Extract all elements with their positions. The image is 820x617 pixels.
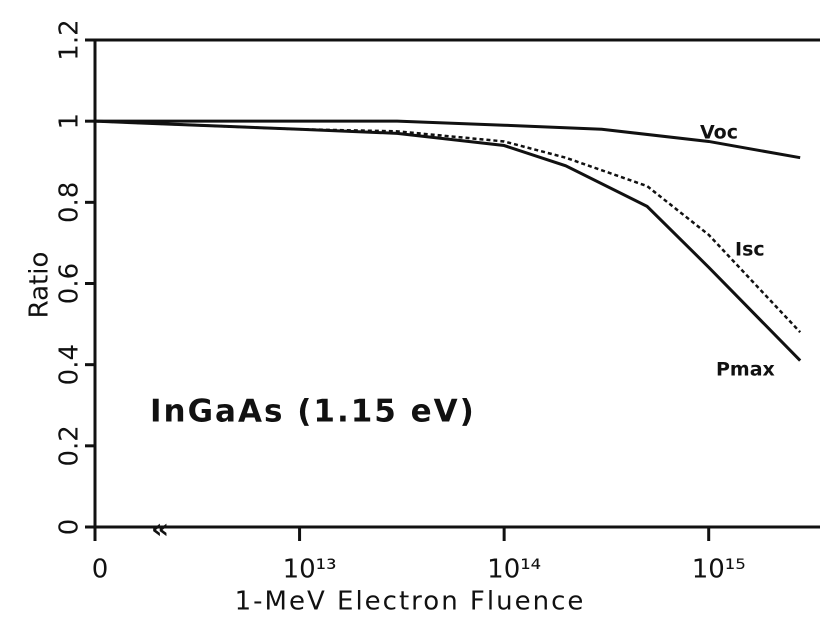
x-tick-label: 10¹⁵ bbox=[692, 555, 746, 585]
y-axis-label: Ratio bbox=[25, 252, 55, 319]
series-line bbox=[94, 119, 802, 334]
x-axis-label: 1-MeV Electron Fluence bbox=[235, 587, 586, 617]
x-tick-label: 10¹⁴ bbox=[487, 555, 541, 585]
series-line bbox=[95, 119, 801, 160]
y-tick-label: 0 bbox=[55, 519, 85, 536]
annotation: InGaAs (1.15 eV) bbox=[150, 394, 476, 430]
series-label: Isc bbox=[735, 239, 765, 261]
series-label: Voc bbox=[700, 122, 738, 144]
series-label: Pmax bbox=[716, 359, 775, 381]
y-tick-label: 0.2 bbox=[55, 425, 85, 466]
axis-break: « bbox=[151, 512, 169, 545]
y-tick-label: 0.6 bbox=[55, 263, 85, 304]
x-tick-label: 0 bbox=[92, 555, 109, 585]
y-tick-label: 1 bbox=[55, 113, 85, 130]
y-tick-label: 1.2 bbox=[55, 19, 85, 60]
y-tick-label: 0.4 bbox=[55, 344, 85, 385]
y-tick-label: 0.8 bbox=[55, 182, 85, 223]
x-tick-label: 10¹³ bbox=[283, 555, 337, 585]
series-line bbox=[94, 119, 802, 362]
